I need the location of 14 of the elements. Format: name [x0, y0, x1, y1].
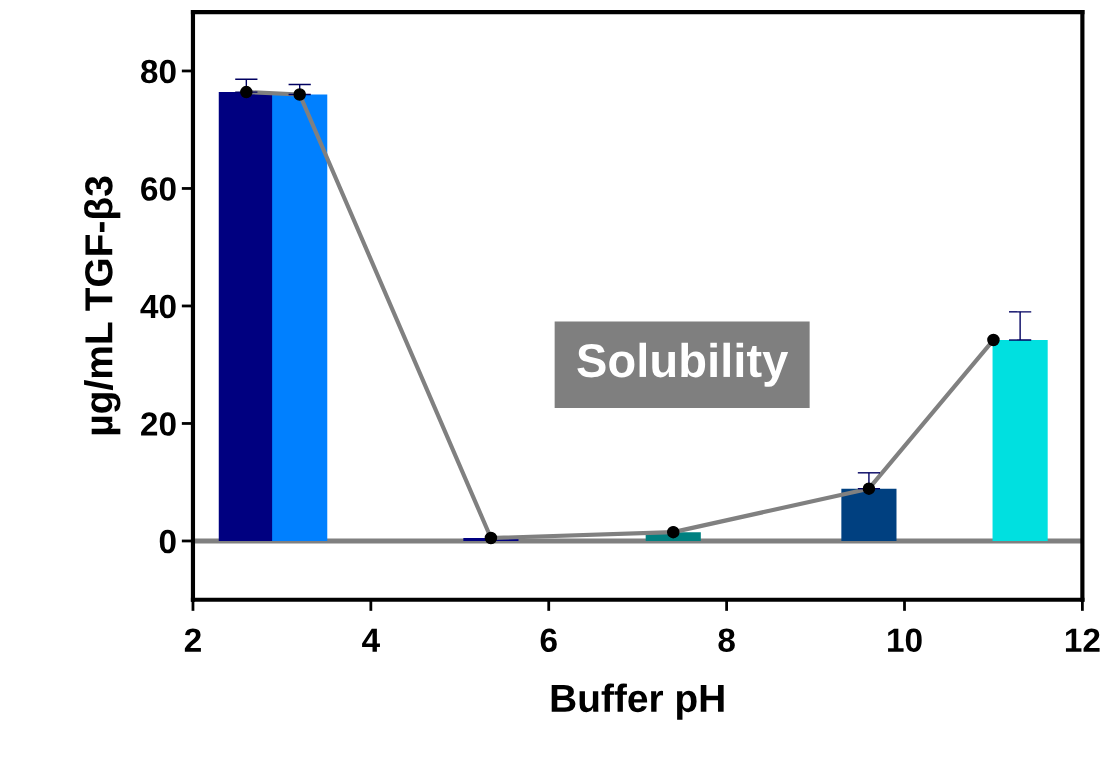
y-axis-title: µg/mL TGF-β3	[84, 176, 121, 435]
x-axis-title: Buffer pH	[551, 683, 724, 720]
x-tick-label: 4	[362, 628, 380, 652]
x-tick-label: 8	[718, 628, 735, 652]
y-tick-label: 60	[141, 177, 176, 201]
x-tick-label: 10	[888, 628, 922, 652]
y-tick-label: 0	[159, 529, 176, 554]
y-tick-label: 80	[140, 59, 176, 84]
x-tick-label: 6	[540, 628, 557, 652]
y-tick-label: 20	[141, 412, 176, 436]
y-tick-label: 40	[140, 294, 176, 319]
x-tick-label: 2	[184, 628, 201, 652]
annotation: Solubility	[577, 342, 789, 387]
x-tick-label: 12	[1065, 628, 1100, 652]
